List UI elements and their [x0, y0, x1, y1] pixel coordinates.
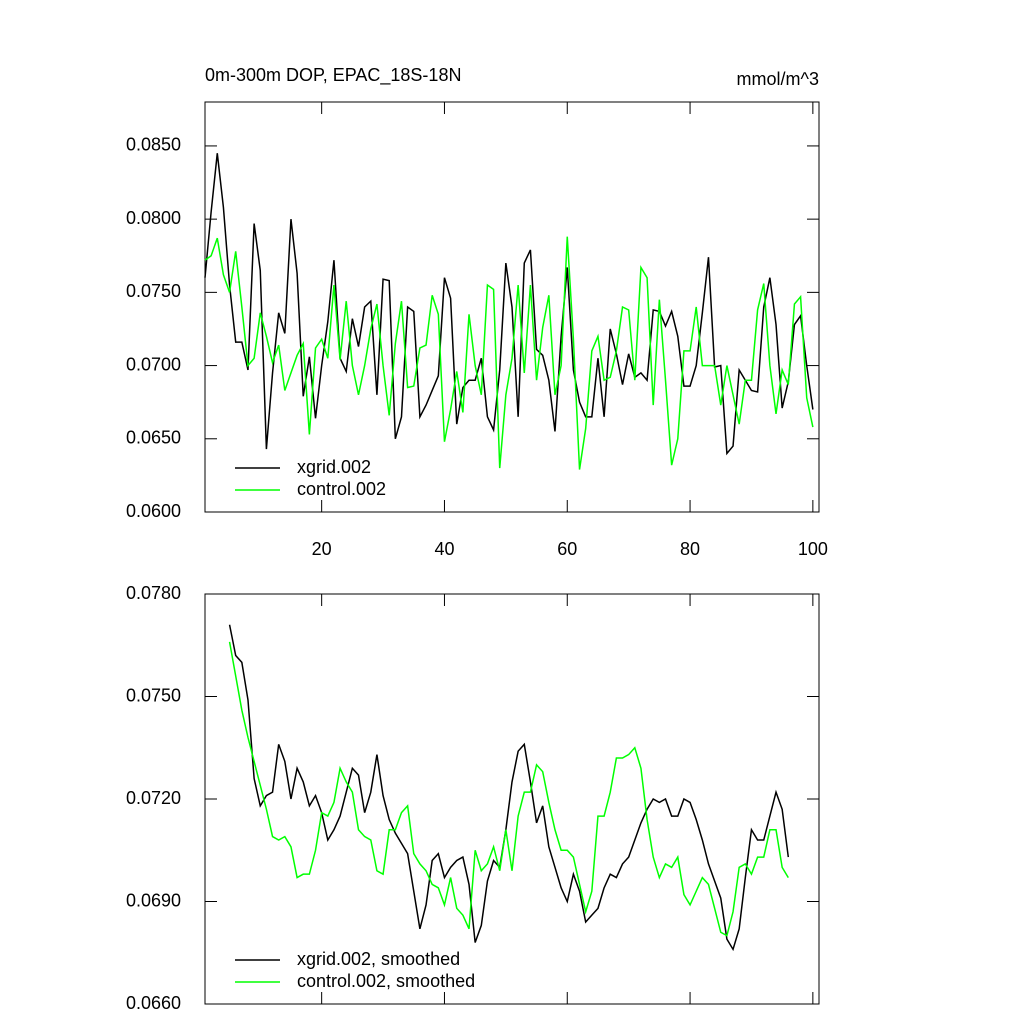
- legend-label: control.002, smoothed: [297, 971, 475, 991]
- units-label: mmol/m^3: [737, 69, 819, 89]
- y-tick-label: 0.0600: [126, 501, 181, 521]
- y-tick-label: 0.0750: [126, 281, 181, 301]
- y-tick-label: 0.0660: [126, 993, 181, 1013]
- y-tick-label: 0.0650: [126, 428, 181, 448]
- y-tick-label: 0.0780: [126, 583, 181, 603]
- x-tick-label: 60: [557, 539, 577, 559]
- data-line: [228, 624, 790, 952]
- data-line: [204, 236, 814, 470]
- x-tick-label: 80: [680, 539, 700, 559]
- data-line: [204, 153, 814, 456]
- x-tick-label: 20: [312, 539, 332, 559]
- legend-label: xgrid.002: [297, 457, 371, 477]
- y-tick-label: 0.0690: [126, 890, 181, 910]
- plot-frame: [204, 101, 820, 513]
- y-tick-label: 0.0720: [126, 788, 181, 808]
- y-tick-label: 0.0800: [126, 208, 181, 228]
- legend-label: control.002: [297, 479, 386, 499]
- x-tick-label: 40: [434, 539, 454, 559]
- x-tick-label: 100: [798, 539, 828, 559]
- y-tick-label: 0.0700: [126, 354, 181, 374]
- chart-title: 0m-300m DOP, EPAC_18S-18N: [205, 65, 461, 86]
- legend-label: xgrid.002, smoothed: [297, 949, 460, 969]
- plot-frame: [204, 593, 820, 1005]
- y-tick-label: 0.0750: [126, 685, 181, 705]
- y-tick-label: 0.0850: [126, 135, 181, 155]
- data-line: [228, 641, 789, 937]
